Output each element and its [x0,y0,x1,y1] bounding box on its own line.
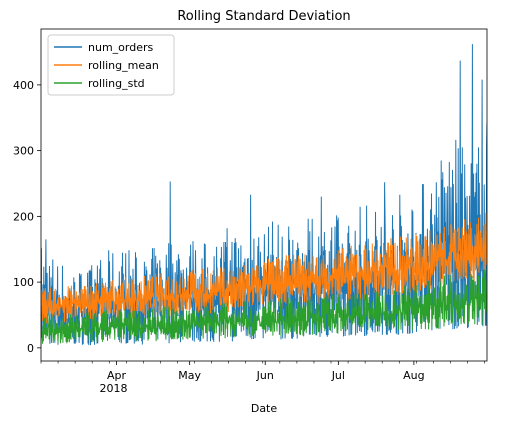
legend-label-num_orders: num_orders [88,41,153,54]
legend: num_orders rolling_mean rolling_std [47,34,175,96]
x-tick-label: May [178,369,201,382]
chart-title: Rolling Standard Deviation [177,9,350,24]
axes-frame [40,28,488,362]
series-layer [41,44,487,346]
y-tick-label: 0 [27,342,34,355]
y-tick-label: 300 [13,145,34,158]
legend-label-rolling_mean: rolling_mean [88,59,159,72]
x-tick-sublabel: 2018 [100,382,128,395]
legend-label-rolling_std: rolling_std [88,77,145,90]
y-tick-label: 400 [13,79,34,92]
x-tick-label: Jun [256,369,274,382]
x-axis-label: Date [251,402,278,415]
y-axis: 0 100 200 300 400 [13,79,41,355]
legend-box [47,34,175,96]
y-tick-label: 200 [13,210,34,223]
series-line-rolling_std [41,269,487,344]
x-tick-label: Aug [403,369,424,382]
y-tick-label: 100 [13,276,34,289]
series-line-rolling_mean [41,212,487,324]
x-tick-label: Apr [107,369,127,382]
x-tick-label: Jul [331,369,345,382]
